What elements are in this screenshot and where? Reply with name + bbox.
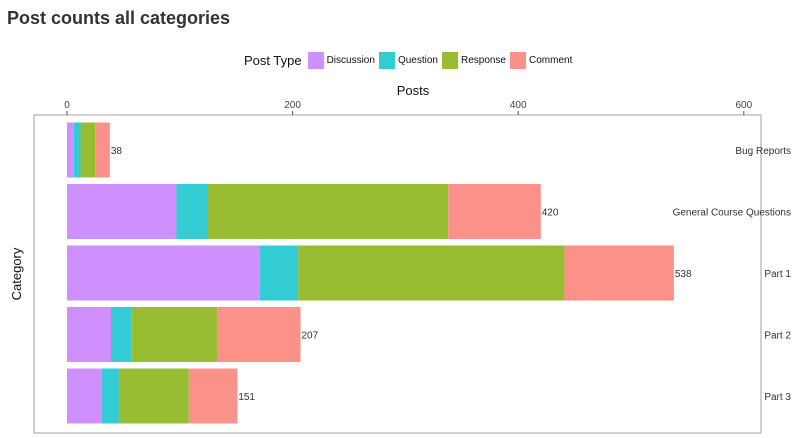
category-label: Part 2 (764, 331, 791, 342)
bar-segment-discussion (67, 245, 260, 301)
bar-segment-comment (188, 368, 238, 424)
x-tick-label: 0 (64, 100, 70, 111)
bar-segment-discussion (67, 368, 102, 424)
bar-segment-response (208, 184, 449, 239)
bar-segment-discussion (67, 184, 177, 239)
x-tick-label: 200 (284, 100, 301, 111)
bar-segment-question (110, 307, 132, 362)
legend-item-comment: Comment (510, 51, 573, 69)
legend-swatch-icon (307, 51, 324, 69)
x-tick-label: 600 (735, 100, 752, 111)
bar-segment-question (259, 245, 299, 301)
category-label: Part 3 (764, 392, 791, 403)
bar-segment-question (73, 122, 81, 178)
legend-label: Question (397, 54, 438, 66)
bar-segment-question (176, 184, 208, 239)
legend-item-question: Question (378, 51, 438, 69)
bar-segment-comment (95, 122, 110, 178)
bar-segment-response (80, 122, 96, 178)
legend-label: Discussion (326, 54, 375, 66)
bar-segment-question (101, 368, 119, 424)
bar-segment-comment (217, 307, 301, 362)
bar-total-label: 151 (238, 392, 255, 403)
x-tick-label: 400 (510, 100, 527, 111)
bar-segment-comment (448, 184, 541, 239)
page-title: Post counts all categories (7, 8, 231, 28)
legend-item-response: Response (441, 51, 506, 69)
legend-swatch-icon (441, 51, 458, 69)
y-axis-title: Category (9, 247, 24, 300)
bar-segment-response (131, 307, 218, 362)
bar-segment-response (118, 368, 189, 424)
legend-item-discussion: Discussion (307, 51, 375, 69)
category-label: Bug Reports (735, 146, 791, 157)
legend-title: Post Type (244, 52, 302, 68)
legend-swatch-icon (510, 51, 526, 69)
bar-segment-response (298, 245, 565, 301)
category-label: General Course Questions (673, 208, 791, 219)
bar-total-label: 420 (542, 208, 559, 219)
legend-label: Response (460, 54, 506, 66)
bar-total-label: 538 (675, 269, 692, 280)
legend: Post Type Discussion Question Response C… (244, 50, 576, 70)
legend-swatch-icon (378, 51, 395, 69)
bar-total-label: 207 (301, 331, 318, 342)
legend-label: Comment (529, 54, 573, 66)
category-label: Part 1 (764, 269, 791, 280)
x-axis-title: Posts (397, 83, 430, 98)
bar-segment-comment (564, 245, 674, 301)
bar-total-label: 38 (111, 146, 123, 157)
bar-segment-discussion (67, 122, 74, 178)
bar-segment-discussion (67, 307, 111, 362)
